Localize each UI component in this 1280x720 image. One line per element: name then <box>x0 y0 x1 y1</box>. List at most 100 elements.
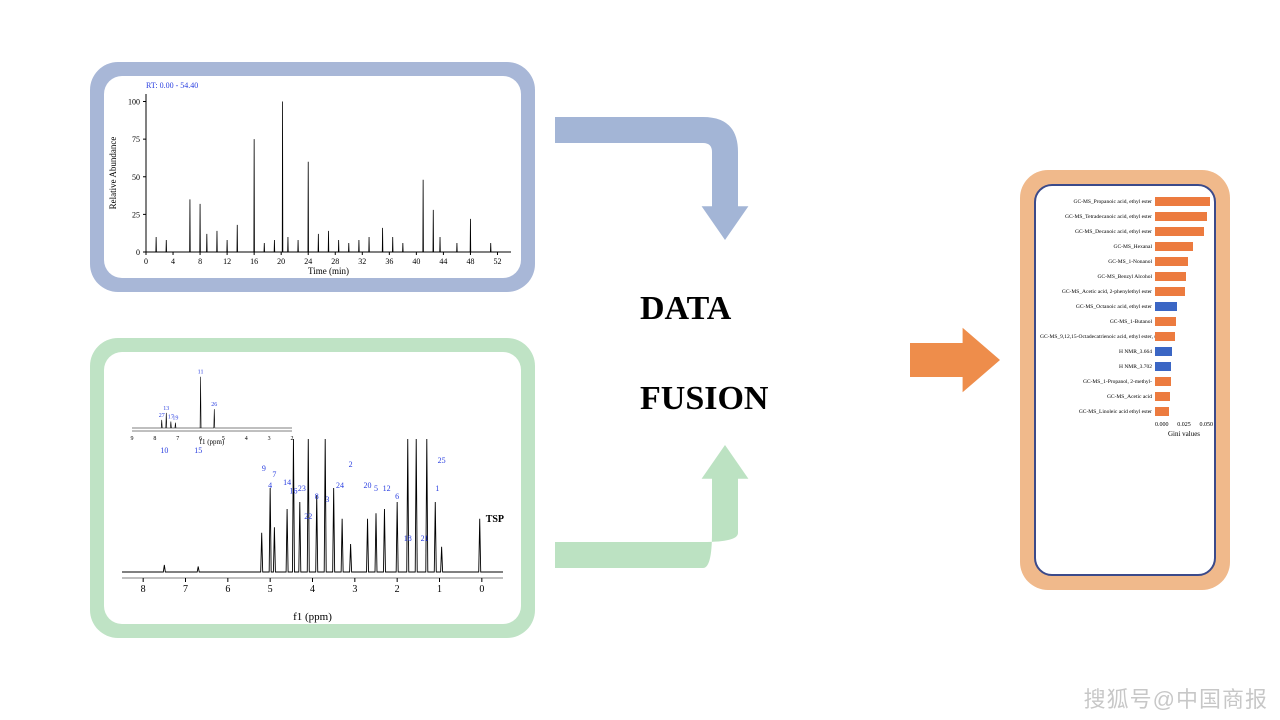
gini-bar-label: GC-MS_Acetic acid <box>1040 394 1155 400</box>
gini-bar-row: GC-MS_Octanoic acid, ethyl ester <box>1040 299 1210 314</box>
gini-bar-fill <box>1155 362 1171 371</box>
svg-text:f1 (ppm): f1 (ppm) <box>293 611 332 623</box>
gini-bar-label: H NMR_3.664 <box>1040 349 1155 355</box>
gcms-panel-inner: RT: 0.00 - 54.40025507510004812162024283… <box>104 76 521 278</box>
svg-text:8: 8 <box>198 257 202 266</box>
gini-bar-row: GC-MS_1-Propanol, 2-methyl- <box>1040 374 1210 389</box>
gini-bar-row: GC-MS_9,12,15-Octadecatrienoic acid, eth… <box>1040 329 1210 344</box>
svg-text:RT: 0.00 - 54.40: RT: 0.00 - 54.40 <box>146 81 198 90</box>
center-title-line2: FUSION <box>640 380 768 418</box>
svg-text:23: 23 <box>298 484 306 493</box>
gini-xlabel: Gini values <box>1155 430 1213 438</box>
svg-text:1: 1 <box>435 484 439 493</box>
chromatogram-plot: RT: 0.00 - 54.40025507510004812162024283… <box>104 76 521 278</box>
gini-bar-fill <box>1155 257 1188 266</box>
svg-text:27: 27 <box>159 413 165 419</box>
svg-text:32: 32 <box>358 257 366 266</box>
gini-bar-label: GC-MS_Linoleic acid ethyl ester <box>1040 409 1155 415</box>
gini-bar-row: GC-MS_Benzyl Alcohol <box>1040 269 1210 284</box>
gini-bar-row: GC-MS_Linoleic acid ethyl ester <box>1040 404 1210 419</box>
gini-bar-fill <box>1155 332 1175 341</box>
svg-text:4: 4 <box>310 584 315 595</box>
svg-text:15: 15 <box>194 446 202 455</box>
svg-text:11: 11 <box>198 370 204 376</box>
svg-text:TSP: TSP <box>486 514 504 525</box>
gini-bar-label: GC-MS_Hexanal <box>1040 244 1155 250</box>
gini-bar-fill <box>1155 242 1193 251</box>
svg-text:20: 20 <box>277 257 285 266</box>
gini-bar-fill <box>1155 227 1204 236</box>
gini-bar-fill <box>1155 302 1177 311</box>
gini-bar-row: GC-MS_Acetic acid <box>1040 389 1210 404</box>
gini-bar-label: GC-MS_Decanoic acid, ethyl ester <box>1040 229 1155 235</box>
gini-bar-chart: GC-MS_Propanoic acid, ethyl ester GC-MS_T… <box>1040 194 1210 438</box>
svg-text:8: 8 <box>315 492 319 501</box>
gini-bar-label: GC-MS_Tetradecanoic acid, ethyl ester <box>1040 214 1155 220</box>
svg-text:28: 28 <box>331 257 339 266</box>
gini-bar-row: GC-MS_1-Nonanol <box>1040 254 1210 269</box>
svg-text:10: 10 <box>160 446 168 455</box>
svg-text:24: 24 <box>336 481 344 490</box>
svg-text:9: 9 <box>262 464 266 473</box>
result-panel: GC-MS_Propanoic acid, ethyl ester GC-MS_T… <box>1020 170 1230 590</box>
svg-text:8: 8 <box>141 584 146 595</box>
gini-bar-row: GC-MS_Propanoic acid, ethyl ester <box>1040 194 1210 209</box>
watermark-text: 搜狐号@中国商报 <box>1084 682 1268 714</box>
arrow-gcms-to-fusion <box>525 100 755 270</box>
svg-text:16: 16 <box>250 257 258 266</box>
gini-bar-fill <box>1155 197 1210 206</box>
svg-text:20: 20 <box>364 481 372 490</box>
svg-text:6: 6 <box>225 584 230 595</box>
svg-text:26: 26 <box>211 402 217 408</box>
gini-bar-label: GC-MS_1-Propanol, 2-methyl- <box>1040 379 1155 385</box>
gini-bar-fill <box>1155 347 1172 356</box>
svg-text:2: 2 <box>291 436 294 442</box>
svg-text:21: 21 <box>421 534 429 543</box>
svg-text:19: 19 <box>172 416 178 422</box>
svg-text:3: 3 <box>325 495 329 504</box>
svg-text:24: 24 <box>304 257 312 266</box>
svg-text:16: 16 <box>289 487 297 496</box>
nmr-panel-inner: 876543210f1 (ppm)TSP10159471416232283242… <box>104 352 521 624</box>
nmr-panel: 876543210f1 (ppm)TSP10159471416232283242… <box>90 338 535 638</box>
gini-bar-label: GC-MS_Octanoic acid, ethyl ester <box>1040 304 1155 310</box>
gini-bar-label: GC-MS_1-Nonanol <box>1040 259 1155 265</box>
gini-bar-label: GC-MS_9,12,15-Octadecatrienoic acid, eth… <box>1040 334 1155 340</box>
gini-bar-row: GC-MS_Tetradecanoic acid, ethyl ester <box>1040 209 1210 224</box>
svg-text:12: 12 <box>383 484 391 493</box>
svg-text:2: 2 <box>349 460 353 469</box>
gcms-panel: RT: 0.00 - 54.40025507510004812162024283… <box>90 62 535 292</box>
gini-bar-fill <box>1155 407 1169 416</box>
svg-text:4: 4 <box>171 257 175 266</box>
center-title-line1: DATA <box>640 290 731 328</box>
svg-text:25: 25 <box>438 456 446 465</box>
svg-text:5: 5 <box>268 584 273 595</box>
gini-bar-label: GC-MS_1-Butanol <box>1040 319 1155 325</box>
svg-text:3: 3 <box>268 436 271 442</box>
svg-text:13: 13 <box>163 406 169 412</box>
gini-bar-row: GC-MS_Decanoic acid, ethyl ester <box>1040 224 1210 239</box>
svg-text:44: 44 <box>439 257 447 266</box>
svg-text:0: 0 <box>144 257 148 266</box>
svg-text:9: 9 <box>131 436 134 442</box>
arrow-fusion-to-result <box>910 309 1040 411</box>
gini-bar-label: GC-MS_Benzyl Alcohol <box>1040 274 1155 280</box>
gini-bar-row: GC-MS_Acetic acid, 2-phenylethyl ester <box>1040 284 1210 299</box>
gini-bar-fill <box>1155 212 1207 221</box>
gini-bar-fill <box>1155 272 1186 281</box>
svg-text:50: 50 <box>132 173 140 182</box>
svg-text:100: 100 <box>128 98 140 107</box>
gini-bar-label: GC-MS_Propanoic acid, ethyl ester <box>1040 199 1155 205</box>
svg-text:75: 75 <box>132 135 140 144</box>
gini-bar-row: GC-MS_Hexanal <box>1040 239 1210 254</box>
svg-text:6: 6 <box>395 492 399 501</box>
arrow-nmr-to-fusion <box>525 415 755 585</box>
gini-bar-row: GC-MS_1-Butanol <box>1040 314 1210 329</box>
result-panel-inner: GC-MS_Propanoic acid, ethyl ester GC-MS_T… <box>1034 184 1216 576</box>
gini-bar-row: H NMR_3.664 <box>1040 344 1210 359</box>
svg-text:40: 40 <box>412 257 420 266</box>
svg-text:2: 2 <box>395 584 400 595</box>
svg-text:7: 7 <box>183 584 188 595</box>
svg-text:3: 3 <box>352 584 357 595</box>
svg-text:18: 18 <box>404 534 412 543</box>
